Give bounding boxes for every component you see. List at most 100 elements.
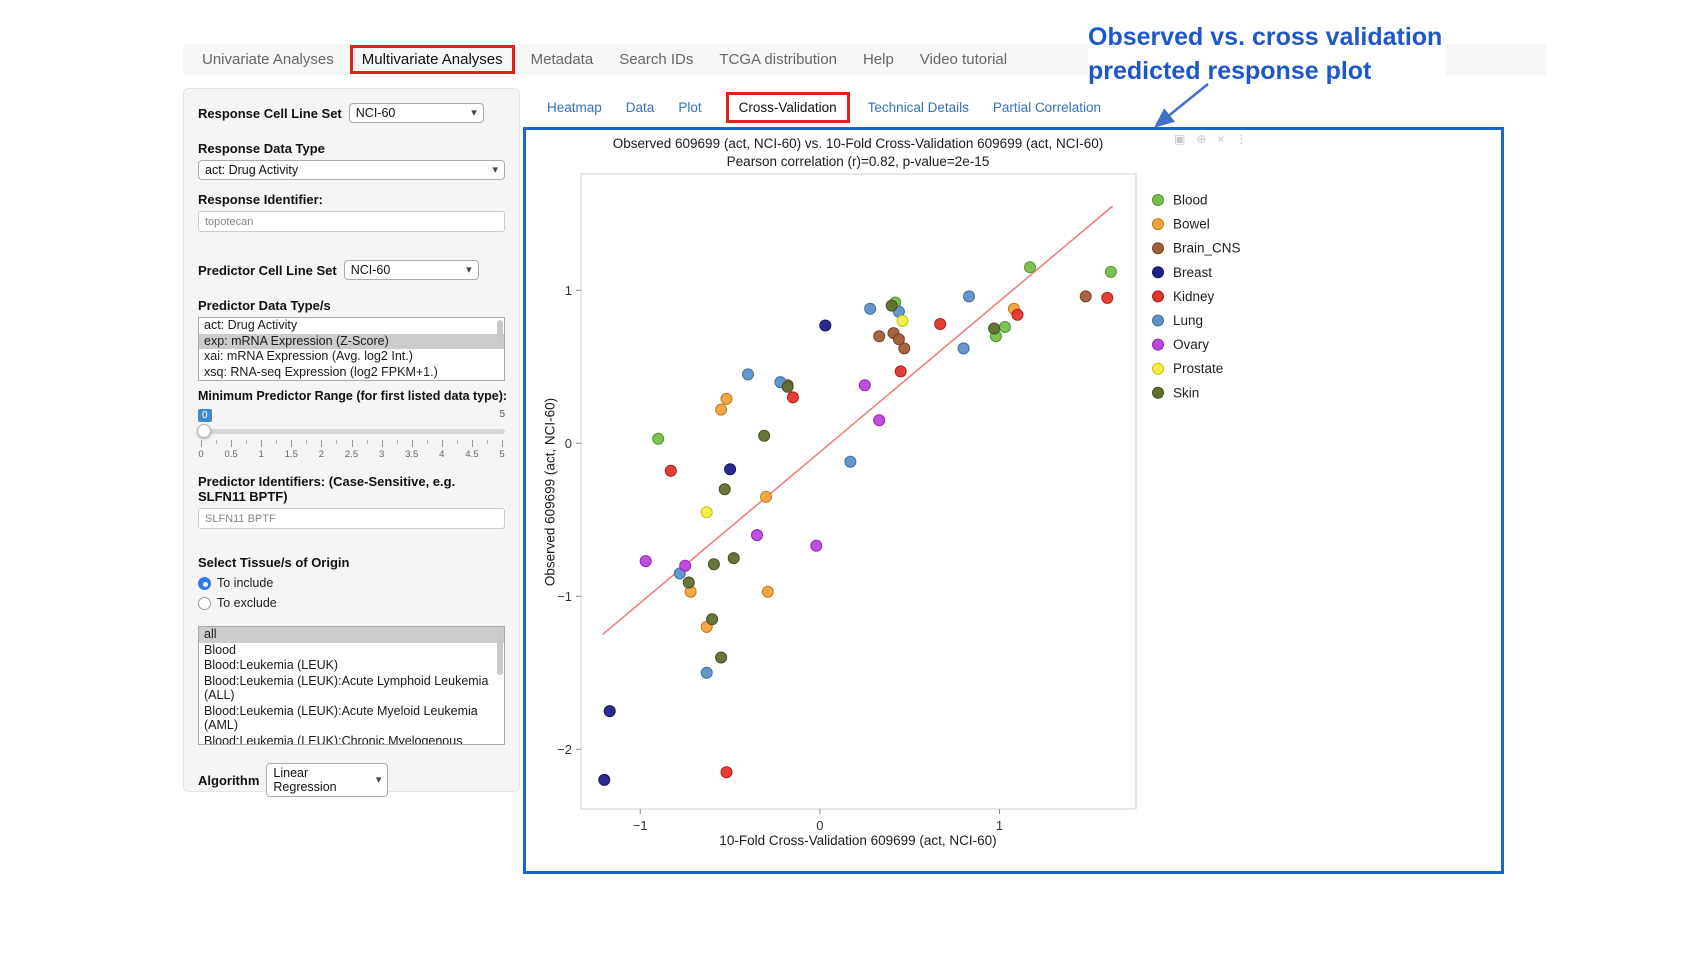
legend-marker-skin[interactable]	[1152, 386, 1164, 399]
point-kidney	[1101, 291, 1114, 304]
list-option[interactable]: act: Drug Activity	[204, 318, 298, 332]
nav-video-tutorial[interactable]: Video tutorial	[919, 51, 1008, 68]
list-option[interactable]: Blood:Leukemia (LEUK):Acute Lymphoid Leu…	[204, 673, 489, 703]
list-option[interactable]: Blood:Leukemia (LEUK):Acute Myeloid Leuk…	[204, 703, 478, 733]
tab-data[interactable]: Data	[625, 99, 655, 115]
point-lung	[700, 666, 713, 679]
response-identifier-label: Response Identifier:	[198, 192, 323, 207]
tab-technical-details[interactable]: Technical Details	[867, 99, 969, 115]
list-option[interactable]: Blood:Leukemia (LEUK)	[204, 658, 339, 672]
slider-tick-label: 1	[258, 449, 264, 460]
predictor-cell-line-set-select[interactable]: NCI-60 ▾	[343, 260, 479, 280]
scrollbar[interactable]	[497, 320, 503, 346]
legend-marker-blood[interactable]	[1152, 194, 1164, 206]
point-kidney	[1011, 308, 1024, 321]
legend-marker-lung[interactable]	[1152, 314, 1164, 327]
annotation-line2: predicted response plot	[1088, 57, 1372, 85]
legend-label-bowel[interactable]: Bowel	[1173, 217, 1210, 232]
legend-label-brain_cns[interactable]: Brain_CNS	[1173, 241, 1241, 256]
predictor-cell-line-set-value: NCI-60	[350, 263, 391, 277]
slider-tick	[381, 440, 383, 447]
nav-tcga-distribution[interactable]: TCGA distribution	[719, 51, 837, 68]
response-data-type-select[interactable]: act: Drug Activity ▾	[198, 160, 505, 180]
nav-search-ids[interactable]: Search IDs	[619, 51, 694, 68]
point-ovary	[858, 379, 871, 392]
legend-label-lung[interactable]: Lung	[1173, 313, 1203, 328]
plot-area	[580, 173, 1137, 810]
legend-marker-breast[interactable]	[1152, 266, 1164, 279]
radio-to-exclude[interactable]: To exclude	[198, 596, 505, 610]
more-icon[interactable]: ⋮	[1235, 132, 1248, 146]
slider-tick-label: 2.5	[344, 449, 359, 460]
response-cell-line-set-select[interactable]: NCI-60 ▾	[348, 103, 484, 123]
legend-marker-ovary[interactable]	[1152, 338, 1164, 351]
point-kidney	[786, 391, 799, 404]
algorithm-row: Algorithm Linear Regression ▾	[198, 763, 505, 797]
tab-partial-correlation[interactable]: Partial Correlation	[992, 99, 1101, 115]
zoom-icon[interactable]: ⊕	[1196, 132, 1207, 146]
slider-tick	[321, 440, 323, 447]
slider-track[interactable]	[197, 424, 505, 438]
list-option-selected[interactable]: exp: mRNA Expression (Z-Score)	[199, 333, 504, 349]
nav-help[interactable]: Help	[862, 51, 894, 68]
legend-label-skin[interactable]: Skin	[1173, 385, 1199, 400]
legend-label-breast[interactable]: Breast	[1173, 265, 1212, 280]
predictor-identifiers-label: Predictor Identifiers: (Case-Sensitive, …	[198, 474, 456, 504]
tab-heatmap[interactable]: Heatmap	[547, 99, 602, 115]
point-blood	[998, 321, 1011, 333]
point-kidney	[894, 365, 907, 378]
response-cell-line-set-row: Response Cell Line Set NCI-60 ▾	[198, 103, 505, 123]
legend-marker-brain_cns[interactable]	[1152, 242, 1164, 255]
legend-label-blood[interactable]: Blood	[1173, 193, 1208, 208]
list-option-selected[interactable]: all	[199, 627, 504, 643]
chevron-down-icon: ▾	[471, 106, 477, 119]
predictor-cell-line-set-row: Predictor Cell Line Set NCI-60 ▾	[198, 260, 505, 280]
tab-cross-validation[interactable]: Cross-Validation	[725, 91, 850, 123]
list-option[interactable]: xsq: RNA-seq Expression (log2 FPKM+1.)	[204, 364, 438, 379]
legend-label-kidney[interactable]: Kidney	[1173, 289, 1215, 304]
point-ovary	[873, 414, 886, 427]
sidebar: Response Cell Line Set NCI-60 ▾ Response…	[183, 88, 520, 797]
camera-icon[interactable]: ▣	[1174, 132, 1186, 146]
close-icon[interactable]: ×	[1217, 132, 1225, 146]
scrollbar[interactable]	[497, 629, 503, 675]
nav-univariate-analyses[interactable]: Univariate Analyses	[202, 51, 334, 68]
predictor-cell-line-set-label: Predictor Cell Line Set	[198, 262, 337, 278]
radio-on-icon[interactable]	[198, 576, 211, 590]
point-skin	[988, 322, 1001, 335]
radio-off-icon[interactable]	[198, 596, 211, 610]
slider-handle[interactable]	[197, 424, 211, 438]
slider-tick	[351, 440, 353, 447]
nav-multivariate-analyses[interactable]: Multivariate Analyses	[349, 45, 515, 74]
slider-tick	[411, 440, 413, 447]
slider-value-badge: 0	[198, 409, 212, 422]
nav-metadata[interactable]: Metadata	[530, 51, 594, 68]
radio-to-include[interactable]: To include	[198, 576, 505, 590]
point-skin	[706, 613, 719, 626]
x-tick-label: 1	[996, 818, 1003, 833]
legend-label-prostate[interactable]: Prostate	[1173, 361, 1223, 376]
slider-tick-label: 0	[198, 449, 204, 460]
slider-tick	[502, 440, 503, 447]
point-skin	[715, 651, 728, 664]
predictor-data-types-list: act: Drug Activity exp: mRNA Expression …	[198, 317, 505, 381]
legend-marker-kidney[interactable]	[1152, 290, 1164, 303]
algorithm-select[interactable]: Linear Regression ▾	[266, 763, 389, 797]
slider-tick	[276, 440, 278, 444]
legend-marker-bowel[interactable]	[1152, 218, 1164, 231]
point-ovary	[751, 529, 763, 542]
x-axis-label: 10-Fold Cross-Validation 609699 (act, NC…	[719, 833, 997, 848]
response-identifier-input[interactable]	[198, 211, 505, 232]
legend-marker-prostate[interactable]	[1152, 362, 1164, 375]
predictor-identifiers-input[interactable]	[198, 508, 505, 529]
list-option[interactable]: Blood	[204, 642, 236, 657]
tab-plot[interactable]: Plot	[678, 99, 702, 115]
y-axis-label: Observed 609699 (act, NCI-60)	[542, 397, 558, 587]
slider-tick	[336, 440, 338, 444]
list-option[interactable]: Blood:Leukemia (LEUK):Chronic Myelogenou…	[204, 733, 463, 745]
list-option[interactable]: xai: mRNA Expression (Avg. log2 Int.)	[204, 349, 413, 363]
point-skin	[707, 558, 720, 571]
legend-label-ovary[interactable]: Ovary	[1173, 337, 1209, 352]
response-cell-line-set-label: Response Cell Line Set	[198, 105, 342, 121]
slider-tick	[441, 440, 443, 447]
